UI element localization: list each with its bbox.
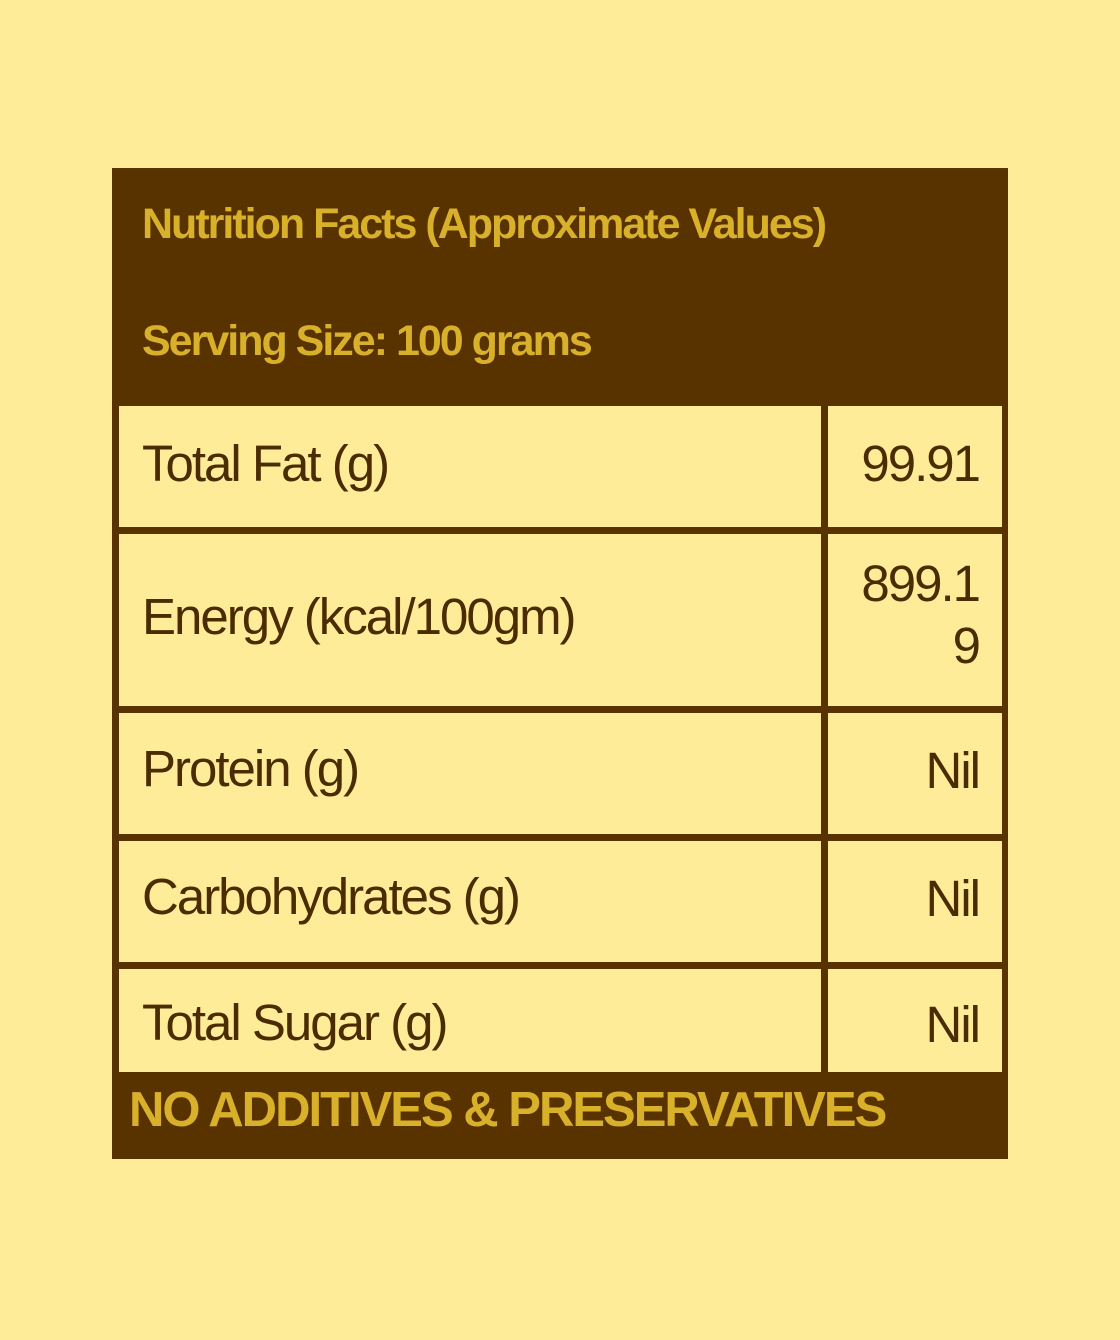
row-value: Nil: [925, 870, 981, 927]
row-total-fat-label-cell: Total Fat (g): [119, 406, 821, 527]
footer-banner: NO ADDITIVES & PRESERVATIVES: [129, 1083, 887, 1137]
row-label: Energy (kcal/100gm): [142, 588, 577, 645]
serving-size: Serving Size: 100 grams: [142, 317, 593, 365]
row-protein-value-cell: Nil: [828, 713, 1002, 834]
nutrition-facts-panel: Nutrition Facts (Approximate Values) Ser…: [112, 168, 1008, 1159]
row-protein-label-cell: Protein (g): [119, 713, 821, 834]
row-carbohydrates-value-cell: Nil: [828, 841, 1002, 962]
row-energy-label-cell: Energy (kcal/100gm): [119, 534, 821, 706]
row-value: 99.91: [861, 435, 981, 492]
row-value: Nil: [925, 996, 981, 1053]
row-total-sugar-label-cell: Total Sugar (g): [119, 969, 821, 1072]
row-label: Total Sugar (g): [142, 994, 448, 1051]
row-label: Total Fat (g): [142, 435, 390, 492]
panel-title: Nutrition Facts (Approximate Values): [142, 200, 827, 248]
row-value: Nil: [925, 742, 981, 799]
row-label: Protein (g): [142, 740, 360, 797]
row-label: Carbohydrates (g): [142, 868, 521, 925]
row-energy-value-cell: 899.1 9: [828, 534, 1002, 706]
row-carbohydrates-label-cell: Carbohydrates (g): [119, 841, 821, 962]
row-total-sugar-value-cell: Nil: [828, 969, 1002, 1072]
row-value-line1: 899.1: [861, 555, 981, 612]
row-value-line2: 9: [952, 617, 981, 674]
row-total-fat-value-cell: 99.91: [828, 406, 1002, 527]
